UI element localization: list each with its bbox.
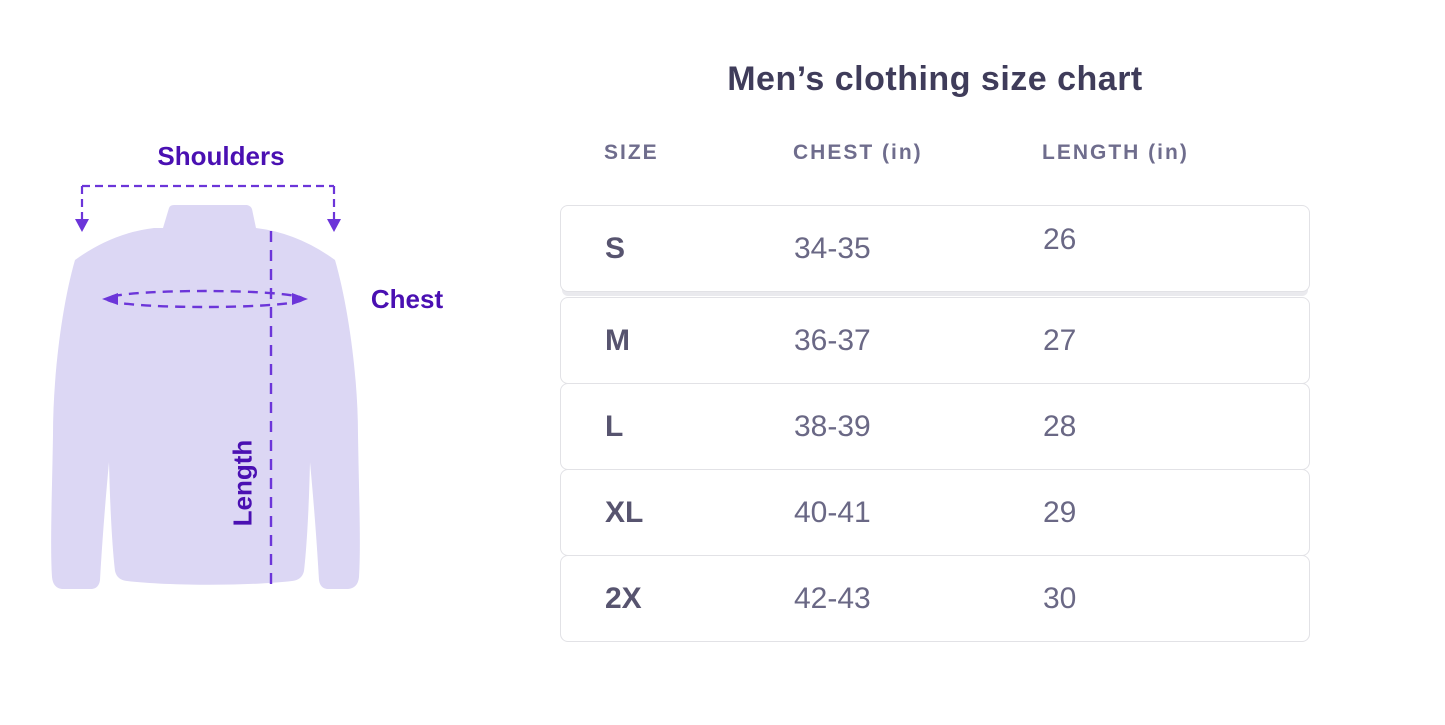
cell-chest: 34-35 xyxy=(794,231,871,265)
cell-size: 2X xyxy=(605,581,642,615)
cell-size: L xyxy=(605,409,624,443)
table-header-row: SIZE CHEST (in) LENGTH (in) xyxy=(560,138,1310,168)
shirt-graphic xyxy=(51,184,360,589)
cell-chest: 40-41 xyxy=(794,495,871,529)
cell-length: 30 xyxy=(1043,581,1077,615)
page-title: Men’s clothing size chart xyxy=(727,60,1143,98)
column-header-size: SIZE xyxy=(604,141,659,164)
chest-arrowhead-right xyxy=(292,293,308,305)
cell-chest: 38-39 xyxy=(794,409,871,443)
chest-arrowhead-left xyxy=(102,293,118,305)
cell-size: M xyxy=(605,323,630,357)
table-row: M 36-37 27 xyxy=(560,297,1310,384)
cell-chest: 42-43 xyxy=(794,581,871,615)
cell-size: S xyxy=(605,231,626,265)
table-row: S 34-35 26 xyxy=(560,205,1310,292)
cell-length: 27 xyxy=(1043,323,1077,357)
shoulders-arrowhead-right xyxy=(327,219,341,232)
table-row: L 38-39 28 xyxy=(560,383,1310,470)
cell-length: 26 xyxy=(1043,222,1077,256)
shoulders-arrowhead-left xyxy=(75,219,89,232)
cell-chest: 36-37 xyxy=(794,323,871,357)
shoulders-label: Shoulders xyxy=(157,141,285,171)
cell-length: 28 xyxy=(1043,409,1077,443)
cell-length: 29 xyxy=(1043,495,1077,529)
column-header-length: LENGTH (in) xyxy=(1042,141,1189,164)
cell-size: XL xyxy=(605,495,644,529)
column-header-chest: CHEST (in) xyxy=(793,141,923,164)
length-label: Length xyxy=(227,439,258,527)
shirt-body-shape xyxy=(51,205,360,589)
table-row: 2X 42-43 30 xyxy=(560,555,1310,642)
shoulders-measure-arrow xyxy=(80,184,336,219)
chest-label: Chest xyxy=(370,284,444,314)
table-row: XL 40-41 29 xyxy=(560,469,1310,556)
size-table: S 34-35 26 M 36-37 27 L 38-39 28 XL 40-4… xyxy=(560,205,1310,642)
